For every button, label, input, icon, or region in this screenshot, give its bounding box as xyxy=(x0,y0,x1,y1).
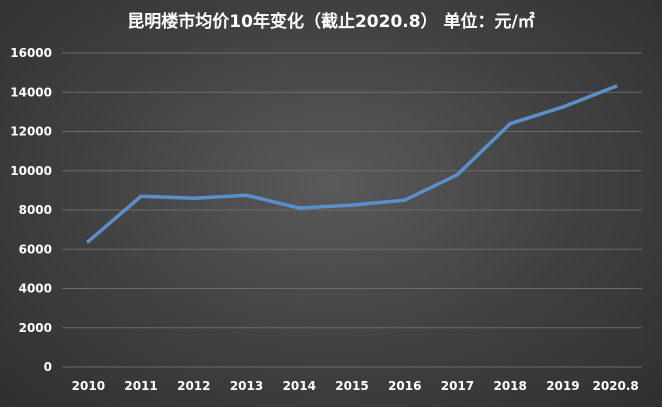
x-tick-label: 2020.8 xyxy=(592,379,638,393)
data-point xyxy=(455,172,460,177)
x-tick-label: 2014 xyxy=(283,379,316,393)
y-axis-ticks: 0 2000 4000 6000 8000 10000 12000 14000 16000 xyxy=(10,46,52,374)
x-tick-label: 2019 xyxy=(546,379,579,393)
y-tick-label: 8000 xyxy=(19,203,52,217)
data-point xyxy=(508,121,512,126)
y-tick-label: 2000 xyxy=(19,321,52,335)
chart-title: 昆明楼市均价10年变化（截止2020.8） 单位：元/㎡ xyxy=(127,11,534,32)
data-point xyxy=(613,84,618,89)
y-tick-label: 6000 xyxy=(19,242,52,256)
x-tick-label: 2010 xyxy=(72,379,105,393)
data-point xyxy=(350,203,354,207)
x-tick-label: 2012 xyxy=(177,379,210,393)
x-tick-label: 2015 xyxy=(335,379,368,393)
data-point xyxy=(192,196,196,201)
x-tick-label: 2018 xyxy=(493,379,526,393)
data-point xyxy=(244,193,249,198)
series-layer xyxy=(86,84,618,244)
x-tick-label: 2017 xyxy=(441,379,474,393)
y-tick-label: 0 xyxy=(44,360,52,374)
series-line-0 xyxy=(86,84,618,244)
data-point xyxy=(139,194,143,199)
data-point xyxy=(402,198,407,202)
gridlines xyxy=(62,52,642,368)
x-tick-label: 2013 xyxy=(230,379,263,393)
y-tick-label: 4000 xyxy=(19,282,52,296)
x-tick-label: 2016 xyxy=(388,379,421,393)
y-tick-label: 12000 xyxy=(10,125,52,139)
y-tick-label: 16000 xyxy=(10,46,52,60)
y-tick-label: 14000 xyxy=(10,85,52,99)
data-point xyxy=(86,239,91,244)
data-point xyxy=(297,206,302,210)
x-axis-ticks: 2010 2011 2012 2013 2014 2015 2016 2017 2018 2019… xyxy=(72,379,639,393)
x-tick-label: 2011 xyxy=(124,379,157,393)
y-tick-label: 10000 xyxy=(10,164,52,178)
data-point xyxy=(561,105,565,109)
